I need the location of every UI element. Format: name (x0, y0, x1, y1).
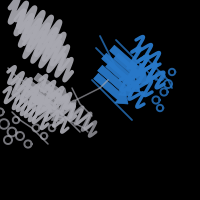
Polygon shape (38, 81, 72, 108)
Polygon shape (106, 61, 140, 92)
Polygon shape (22, 77, 56, 104)
Polygon shape (30, 93, 64, 120)
Polygon shape (94, 73, 128, 104)
Polygon shape (34, 73, 68, 100)
Polygon shape (114, 53, 148, 84)
Polygon shape (102, 53, 136, 84)
Polygon shape (110, 45, 144, 76)
Polygon shape (26, 85, 60, 112)
Polygon shape (18, 85, 52, 112)
Polygon shape (98, 65, 132, 96)
